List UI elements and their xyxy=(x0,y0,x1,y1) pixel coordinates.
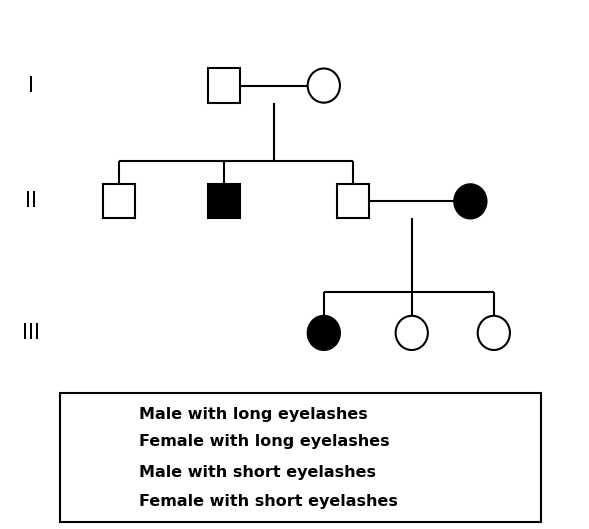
Ellipse shape xyxy=(478,316,510,350)
Ellipse shape xyxy=(98,433,115,451)
Bar xyxy=(337,184,369,218)
Text: III: III xyxy=(22,323,39,343)
Text: I: I xyxy=(28,76,34,96)
Bar xyxy=(60,394,541,522)
Bar xyxy=(102,184,135,218)
Text: Female with long eyelashes: Female with long eyelashes xyxy=(139,434,390,449)
Ellipse shape xyxy=(307,68,340,103)
Text: Female with short eyelashes: Female with short eyelashes xyxy=(139,494,398,509)
Ellipse shape xyxy=(307,316,340,350)
Ellipse shape xyxy=(454,184,487,218)
Bar xyxy=(98,405,115,424)
Text: Male with long eyelashes: Male with long eyelashes xyxy=(139,407,368,422)
Text: Male with short eyelashes: Male with short eyelashes xyxy=(139,465,376,480)
Text: II: II xyxy=(25,191,37,212)
Ellipse shape xyxy=(98,492,115,510)
Bar xyxy=(208,68,240,103)
Bar xyxy=(98,463,115,481)
Ellipse shape xyxy=(396,316,428,350)
Bar xyxy=(208,184,240,218)
